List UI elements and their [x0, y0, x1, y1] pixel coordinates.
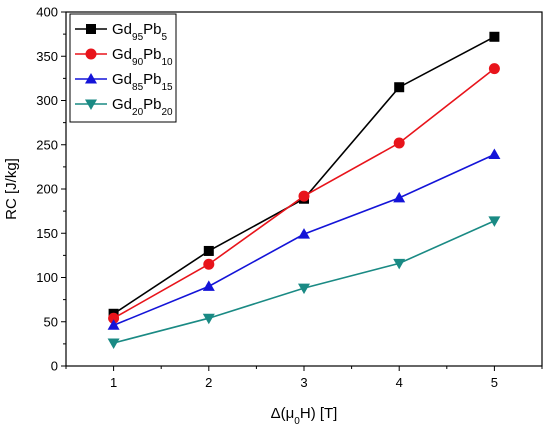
legend-entry: Gd20Pb20 [75, 96, 173, 118]
legend-label: Gd90Pb10 [112, 46, 173, 68]
legend-label: Gd95Pb5 [112, 21, 168, 43]
data-point-triangle-down [393, 258, 406, 270]
data-point-triangle-up [393, 191, 406, 203]
data-point-square [203, 245, 214, 256]
data-point-circle [203, 258, 215, 270]
x-axis-title: Δ(μ0H) [T] [271, 405, 338, 427]
data-point-square [394, 82, 405, 93]
series-Gd20Pb20 [107, 216, 501, 349]
data-point-triangle-down [488, 216, 501, 227]
series-Gd90Pb10 [108, 63, 500, 324]
data-point-circle [488, 63, 500, 75]
y-tick-label: 0 [51, 359, 58, 374]
y-tick-label: 350 [36, 49, 58, 64]
axis-ticks: 0 50 100 150 200 250 300 350 400 1 2 3 4 5 [36, 5, 543, 390]
y-tick-label: 250 [36, 137, 58, 152]
data-point-triangle-up [488, 148, 501, 159]
x-axis-title-part: H) [T] [300, 405, 338, 422]
y-tick-label: 100 [36, 270, 58, 285]
data-point-circle [298, 190, 310, 202]
y-tick-label: 400 [36, 5, 58, 20]
legend: Gd95Pb5 Gd90Pb10 Gd85Pb15 Gd20Pb20 [69, 13, 177, 123]
data-point-triangle-up [298, 228, 310, 239]
data-point-triangle-up [202, 280, 215, 291]
x-axis-title-part: Δ(μ [271, 405, 295, 422]
data-point-triangle-up [107, 319, 120, 330]
data-series [107, 31, 501, 349]
x-tick-label: 4 [396, 375, 403, 390]
legend-entry: Gd95Pb5 [75, 21, 168, 43]
x-tick-label: 2 [205, 375, 212, 390]
x-tick-label: 1 [110, 375, 117, 390]
x-tick-label: 5 [491, 375, 498, 390]
legend-entry: Gd90Pb10 [75, 46, 173, 68]
legend-entry: Gd85Pb15 [75, 71, 173, 93]
data-point-triangle-down [107, 338, 120, 349]
series-Gd85Pb15 [107, 148, 501, 330]
legend-label: Gd20Pb20 [112, 96, 173, 118]
x-tick-label: 3 [300, 375, 307, 390]
y-tick-label: 150 [36, 226, 58, 241]
data-point-circle [393, 137, 405, 149]
data-point-triangle-down [85, 99, 97, 110]
x-axis-title-subscript: 0 [294, 416, 300, 427]
data-point-square [86, 24, 96, 34]
series-line [113, 220, 495, 344]
data-point-triangle-up [85, 73, 97, 84]
y-axis-title: RC [J/kg] [3, 158, 20, 220]
data-point-circle [108, 312, 120, 324]
data-point-circle [85, 48, 97, 60]
data-point-triangle-down [298, 283, 310, 295]
y-tick-label: 300 [36, 93, 58, 108]
data-point-triangle-down [202, 313, 215, 325]
legend-label: Gd85Pb15 [112, 71, 173, 93]
series-line [113, 153, 495, 327]
y-tick-label: 50 [44, 314, 58, 329]
y-tick-label: 200 [36, 182, 58, 197]
data-point-square [489, 31, 500, 42]
